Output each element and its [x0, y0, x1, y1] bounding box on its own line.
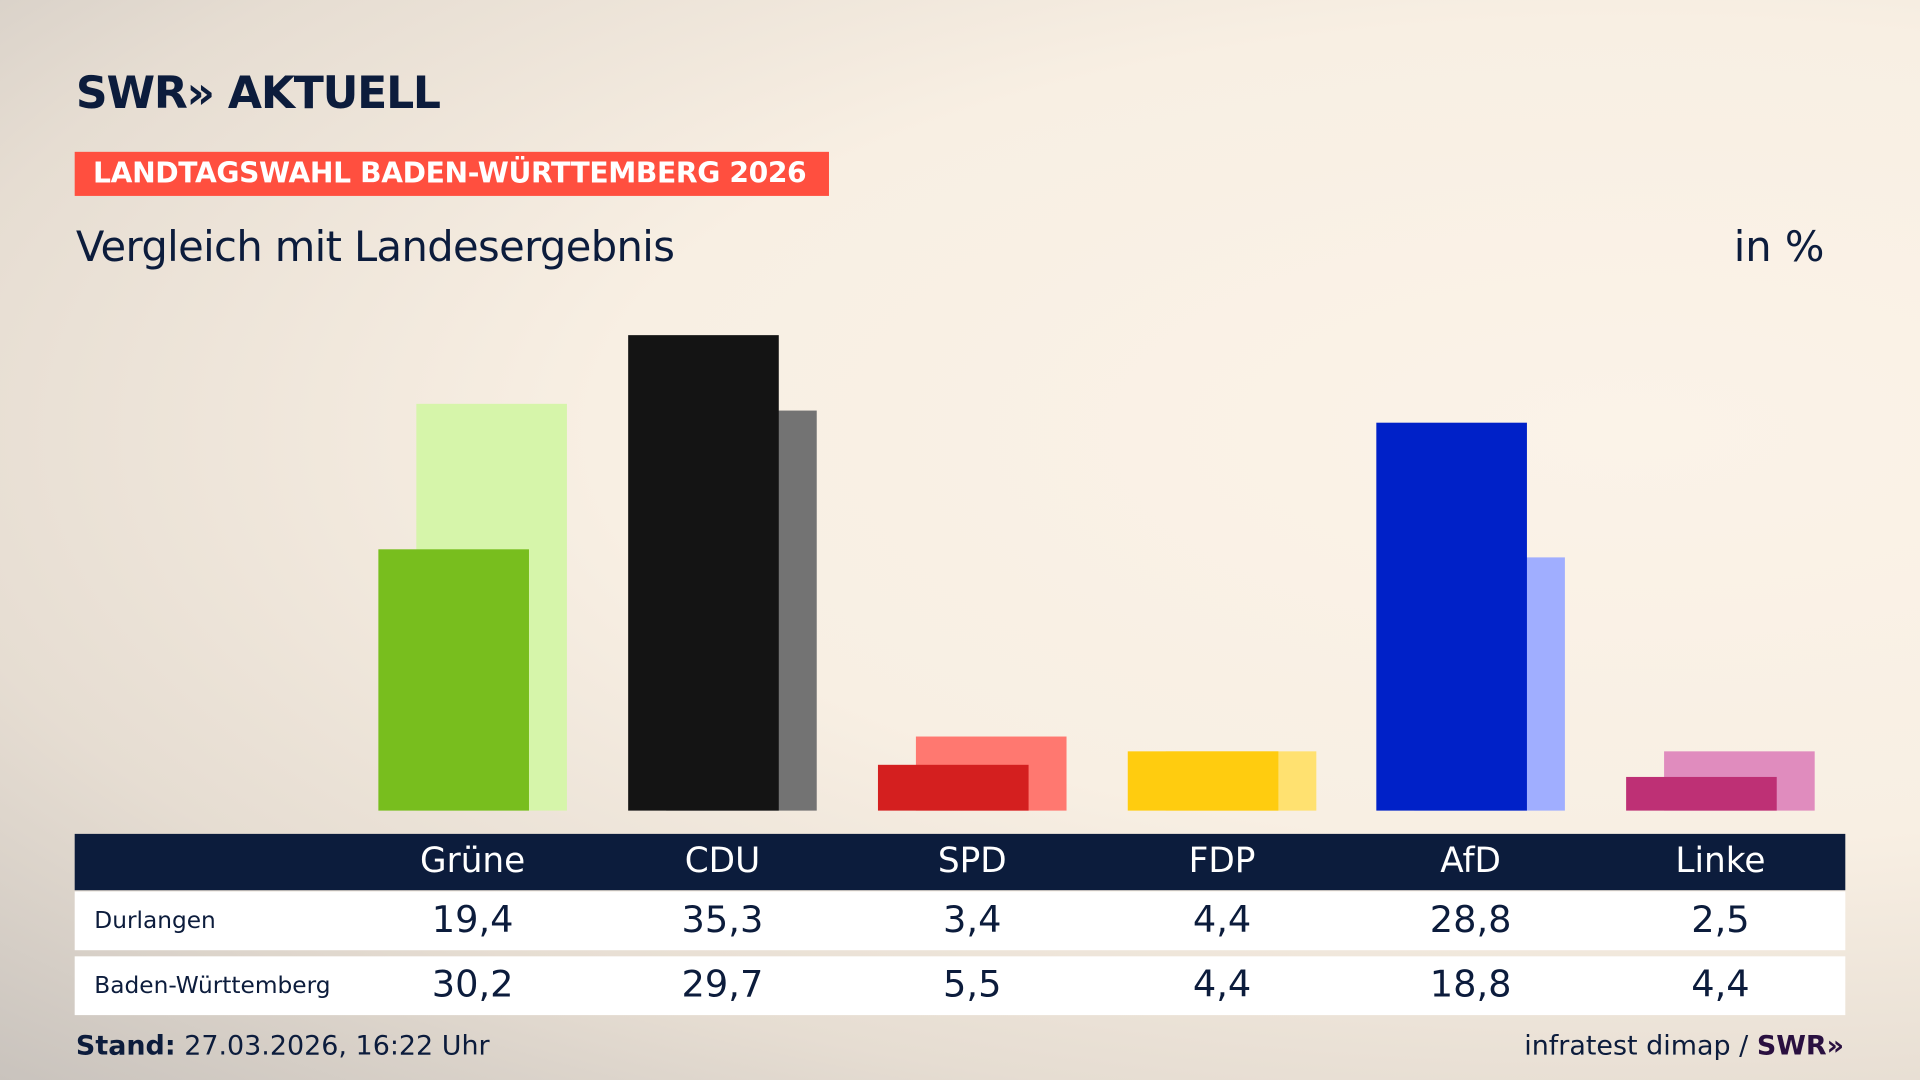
value-cell: 4,4	[1192, 963, 1252, 1007]
local-bar-spd	[877, 764, 1029, 811]
column-header: CDU	[684, 840, 761, 881]
election-banner: LANDTAGSWAHL BADEN-WÜRTTEMBERG 2026	[74, 151, 829, 196]
row-label: Baden-Württemberg	[94, 972, 331, 1000]
value-cell: 4,4	[1192, 898, 1252, 942]
column-header: Linke	[1675, 840, 1766, 881]
table-header: Grüne CDU SPD FDP AfD Linke	[74, 833, 1846, 891]
value-cell: 19,4	[431, 898, 514, 942]
value-cell: 4,4	[1691, 963, 1750, 1007]
local-bar-afd	[1376, 422, 1527, 811]
value-cell: 5,5	[943, 963, 1002, 1007]
local-bar-cdu	[628, 335, 779, 811]
table-row-state: Baden-Württemberg 30,2 29,7 5,5 4,4 18,8 4,4	[74, 956, 1846, 1016]
value-cell: 3,4	[943, 898, 1002, 942]
column-header: SPD	[937, 840, 1007, 881]
source-text: infratest dimap /	[1524, 1031, 1749, 1062]
swr-logo: SWR»	[1756, 1031, 1845, 1062]
table-row-local: Durlangen 19,4 35,3 3,4 4,4 28,8 2,5	[74, 891, 1846, 951]
local-bar-fdp	[1127, 751, 1279, 811]
column-header: AfD	[1440, 840, 1501, 881]
bar-chart	[378, 335, 1815, 811]
row-label: Durlangen	[94, 907, 216, 935]
value-cell: 2,5	[1691, 898, 1750, 942]
stand-label: Stand:	[75, 1031, 176, 1062]
local-bar-linke	[1626, 776, 1777, 811]
value-cell: 35,3	[681, 898, 764, 942]
local-bar-grüne	[378, 549, 529, 811]
column-header: FDP	[1188, 840, 1256, 881]
column-header: Grüne	[420, 840, 526, 881]
value-cell: 28,8	[1429, 898, 1512, 942]
value-cell: 30,2	[431, 963, 514, 1007]
value-cell: 18,8	[1429, 963, 1512, 1007]
chart-subtitle: Vergleich mit Landesergebnis	[75, 222, 675, 272]
source: infratest dimap / SWR»	[1524, 1031, 1844, 1062]
swr-aktuell-logo: SWR» AKTUELL	[75, 68, 441, 119]
unit-label: in %	[1733, 222, 1825, 272]
stand-value: 27.03.2026, 16:22 Uhr	[184, 1031, 490, 1062]
value-cell: 29,7	[681, 963, 764, 1007]
timestamp: Stand: 27.03.2026, 16:22 Uhr	[76, 1031, 490, 1062]
